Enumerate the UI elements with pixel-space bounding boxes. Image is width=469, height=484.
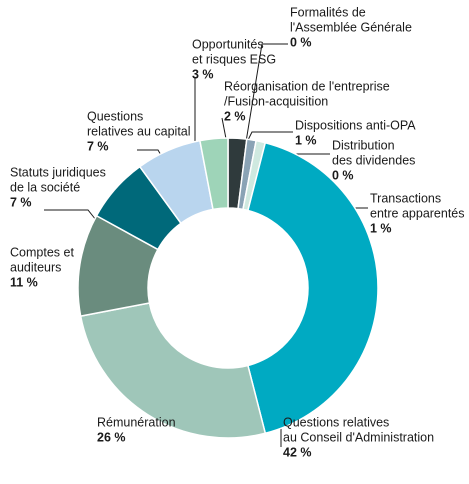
category-label: l'Assemblée Générale (290, 20, 412, 34)
category-label: Transactions (370, 191, 441, 205)
value-label: 7 % (10, 195, 32, 209)
category-label: de la société (10, 180, 80, 194)
donut-segment (199, 137, 229, 211)
value-label: 26 % (97, 430, 126, 444)
value-label: 2 % (224, 109, 246, 123)
value-label: 42 % (283, 445, 312, 459)
category-label: au Conseil d'Administration (283, 430, 434, 444)
category-label: Comptes et (10, 245, 74, 259)
category-label: Questions (87, 109, 143, 123)
category-label: des dividendes (332, 153, 415, 167)
category-label: /Fusion-acquisition (224, 94, 328, 108)
value-label: 0 % (332, 168, 354, 182)
category-label: Réorganisation de l'entreprise (224, 79, 390, 93)
category-label: Formalités de (290, 5, 366, 19)
donut-segment (246, 141, 379, 435)
category-label: Distribution (332, 138, 395, 152)
category-label: et risques ESG (192, 52, 276, 66)
value-label: 1 % (295, 133, 317, 147)
category-label: Opportunités (192, 37, 264, 51)
value-label: 1 % (370, 221, 392, 235)
category-label: Rémunération (97, 415, 176, 429)
category-label: auditeurs (10, 260, 61, 274)
category-label: Statuts juridiques (10, 165, 106, 179)
value-label: 3 % (192, 67, 214, 81)
leader-line (244, 43, 288, 149)
value-label: 11 % (10, 275, 38, 289)
category-label: Dispositions anti-OPA (295, 118, 416, 132)
value-label: 7 % (87, 139, 109, 153)
category-label: relatives au capital (87, 124, 191, 138)
value-label: 0 % (290, 35, 312, 49)
donut-segment (79, 302, 267, 439)
leader-line (44, 209, 97, 221)
category-label: entre apparentés (370, 206, 465, 220)
category-label: Questions relatives (283, 415, 389, 429)
